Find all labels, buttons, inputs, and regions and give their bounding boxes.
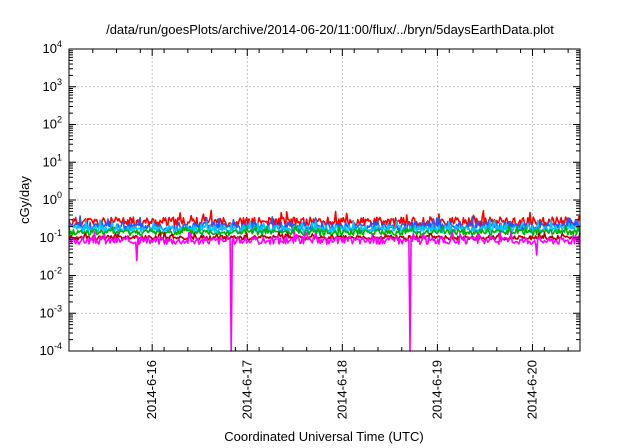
series-line [68, 230, 581, 352]
y-axis-label: cGy/day [17, 176, 32, 224]
y-tick-label: 10-2 [40, 266, 62, 283]
x-axis: 2014-6-16 2014-6-17 2014-6-18 2014-6-19 2014… [68, 49, 569, 419]
series-line [68, 224, 581, 237]
y-axis: 10-4 10-3 10-2 10-1 100 101 102 103 104 [40, 39, 580, 358]
x-tick-label: 2014-6-20 [524, 360, 539, 419]
x-tick-label: 2014-6-18 [334, 360, 349, 419]
y-tick-label: 102 [43, 115, 62, 132]
y-tick-label: 100 [43, 190, 62, 207]
y-tick-label: 10-4 [40, 341, 62, 358]
x-tick-label: 2014-6-19 [429, 360, 444, 419]
series-group [68, 209, 581, 352]
x-axis-label: Coordinated Universal Time (UTC) [224, 429, 423, 444]
y-tick-label: 10-1 [40, 228, 62, 245]
y-tick-label: 104 [43, 39, 62, 56]
y-tick-label: 101 [43, 152, 62, 169]
y-tick-label: 103 [43, 77, 62, 94]
x-tick-label: 2014-6-17 [239, 360, 254, 419]
x-tick-label: 2014-6-16 [144, 360, 159, 419]
chart-title: /data/run/goesPlots/archive/2014-06-20/1… [106, 22, 554, 37]
y-tick-label: 10-3 [40, 303, 62, 320]
